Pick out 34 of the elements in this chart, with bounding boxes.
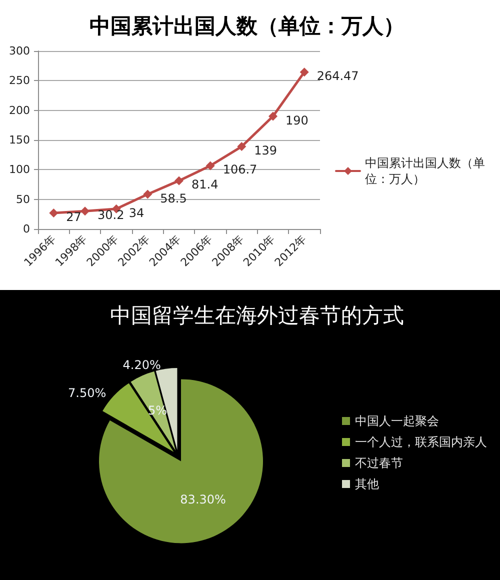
data-label: 81.4 <box>192 178 218 192</box>
point <box>206 161 215 170</box>
data-label: 27 <box>66 210 82 224</box>
y-tick-label: 200 <box>9 104 30 117</box>
y-tick-label: 250 <box>9 74 30 88</box>
legend-label: 中国累计出国人数（单位：万人） <box>365 156 485 186</box>
point <box>174 176 184 186</box>
point <box>268 112 278 121</box>
point <box>80 206 90 216</box>
data-label: 4.20% <box>122 358 161 372</box>
data-label: 58.5 <box>160 191 187 206</box>
y-tick-label: 300 <box>9 44 30 58</box>
y-tick-label: 0 <box>23 222 30 236</box>
chart-title: 中国累计出国人数（单位：万人） <box>90 13 404 38</box>
chart-title: 中国留学生在海外过春节的方式 <box>110 304 404 328</box>
data-label: 83.30% <box>180 492 226 506</box>
y-tick-label: 50 <box>16 192 30 206</box>
y-tick-label: 100 <box>9 163 30 176</box>
legend-label: 中国人一起聚会 <box>355 414 439 428</box>
data-label: 7.50% <box>68 386 106 400</box>
legend-label: 不过春节 <box>355 456 403 470</box>
data-label: 34 <box>128 206 144 220</box>
y-tick-label: 150 <box>9 134 30 146</box>
legend-label: 其他 <box>355 477 379 491</box>
data-label: 264.47 <box>316 69 359 84</box>
data-label: 139 <box>254 144 278 158</box>
legend-label: 一个人过，联系国内亲人 <box>355 435 487 449</box>
data-label: 30.2 <box>98 208 124 222</box>
data-label: 190 <box>286 113 308 128</box>
data-label: 106.7 <box>222 162 258 177</box>
point <box>237 142 246 152</box>
point <box>143 190 152 199</box>
point <box>300 68 309 77</box>
point <box>49 208 58 218</box>
